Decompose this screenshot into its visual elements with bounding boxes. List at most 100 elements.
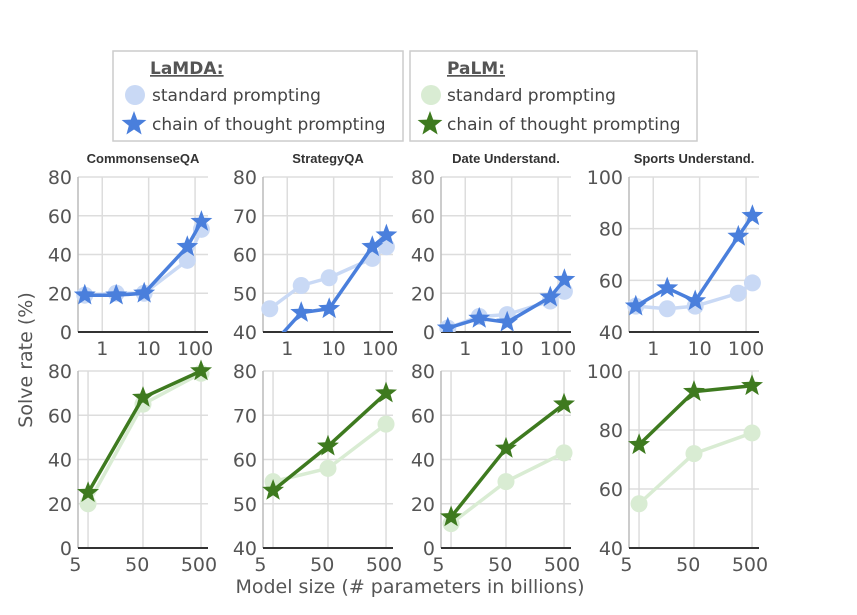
- data-point-standard: [685, 445, 703, 463]
- legend-label-standard: standard prompting: [152, 86, 321, 106]
- x-tick-label: 5: [432, 554, 444, 576]
- y-tick-label: 40: [411, 245, 435, 267]
- data-point-cot: [495, 436, 517, 458]
- y-tick-label: 0: [60, 322, 72, 344]
- y-tick-label: 60: [233, 245, 257, 267]
- data-point-cot: [290, 301, 313, 322]
- x-tick-label: 50: [488, 554, 512, 576]
- panel-5: 0 20 40 60 80 5 50 500: [48, 359, 217, 576]
- y-tick-label: 60: [599, 479, 623, 501]
- legend-lamda: LaMDA: standard prompting chain of thoug…: [112, 50, 404, 142]
- y-tick-label: 40: [233, 538, 257, 560]
- data-point-cot: [553, 268, 576, 289]
- data-point-cot: [77, 481, 99, 502]
- data-point-cot: [262, 479, 284, 500]
- legend-label-standard: standard prompting: [447, 86, 616, 106]
- y-axis-label: Solve rate (%): [15, 292, 37, 427]
- x-tick-label: 50: [125, 554, 149, 576]
- legend-marker-standard: [421, 85, 441, 105]
- panel-title: Date Understand.: [452, 151, 560, 166]
- data-point-cot: [539, 285, 562, 307]
- data-point-standard: [497, 473, 515, 491]
- data-point-cot: [437, 316, 459, 332]
- series-group: [625, 204, 764, 318]
- panel-4: 40 60 80 100 1 10 100 Sports Understand.: [587, 151, 764, 360]
- x-axis-label: Model size (# parameters in billions): [235, 576, 584, 598]
- y-tick-label: 60: [411, 206, 435, 228]
- y-tick-label: 80: [599, 219, 623, 241]
- x-tick-label: 1: [281, 338, 293, 360]
- series-group: [440, 392, 575, 533]
- data-point-cot: [259, 336, 281, 357]
- y-tick-label: 50: [233, 494, 257, 516]
- y-tick-label: 60: [48, 206, 72, 228]
- y-tick-label: 60: [411, 405, 435, 427]
- data-point-cot: [190, 359, 212, 381]
- legend-title: PaLM:: [447, 59, 505, 79]
- panel-2: 40 50 60 70 80 1 10 100 StrategyQA: [233, 151, 398, 360]
- data-point-cot: [496, 310, 519, 332]
- x-tick-label: 1: [96, 338, 108, 360]
- data-point-cot: [74, 283, 96, 305]
- x-tick-label: 500: [366, 554, 402, 576]
- y-tick-label: 0: [423, 538, 435, 560]
- data-point-cot: [176, 235, 199, 257]
- data-point-standard: [178, 251, 196, 269]
- x-tick-label: 10: [500, 338, 524, 360]
- legend-box: [112, 50, 404, 142]
- data-point-standard: [292, 277, 310, 294]
- panel-7: 0 20 40 60 80 5 50 500: [411, 361, 580, 576]
- data-point-standard: [79, 495, 97, 513]
- data-point-cot: [741, 374, 763, 396]
- legend-palm: PaLM: standard prompting chain of though…: [409, 50, 698, 142]
- data-point-cot: [741, 204, 764, 226]
- data-point-cot: [684, 289, 707, 311]
- data-point-cot: [105, 283, 128, 305]
- data-point-cot: [190, 210, 213, 231]
- series-line-standard: [637, 431, 753, 506]
- y-tick-label: 70: [233, 206, 257, 228]
- legend-label-cot: chain of thought prompting: [152, 115, 386, 135]
- x-tick-label: 5: [254, 554, 266, 576]
- y-tick-label: 40: [599, 322, 623, 344]
- data-point-cot: [440, 505, 462, 527]
- data-point-cot: [375, 223, 398, 245]
- x-tick-label: 100: [728, 338, 764, 360]
- legend-marker-cot: [417, 111, 443, 135]
- x-tick-label: 1: [459, 338, 471, 360]
- data-point-cot: [727, 224, 750, 246]
- data-point-standard: [729, 284, 747, 302]
- x-tick-label: 5: [69, 554, 81, 576]
- panel-1: 0 20 40 60 80 1 10 100 CommonsenseQA: [48, 151, 213, 360]
- y-tick-label: 40: [599, 538, 623, 560]
- data-point-cot: [317, 434, 339, 456]
- series-group: [259, 223, 398, 357]
- x-tick-label: 100: [540, 338, 576, 360]
- data-point-standard: [319, 459, 337, 477]
- panel-8: 40 60 80 100 5 50 500: [587, 361, 768, 576]
- legend-box: [409, 50, 698, 142]
- y-tick-label: 80: [411, 167, 435, 189]
- series-group: [77, 359, 212, 513]
- series-group: [74, 210, 213, 305]
- x-tick-label: 500: [544, 554, 580, 576]
- data-point-standard: [320, 269, 338, 287]
- data-point-cot: [553, 392, 575, 414]
- data-point-standard: [743, 424, 761, 442]
- series-group: [628, 374, 763, 513]
- y-tick-label: 40: [233, 322, 257, 344]
- data-point-standard: [377, 415, 395, 433]
- data-point-cot: [375, 381, 397, 403]
- y-tick-label: 20: [48, 494, 72, 516]
- data-point-standard: [261, 300, 279, 318]
- y-tick-label: 80: [48, 361, 72, 383]
- x-tick-label: 10: [322, 338, 346, 360]
- y-tick-label: 80: [48, 167, 72, 189]
- x-tick-label: 500: [181, 554, 217, 576]
- x-tick-label: 10: [688, 338, 712, 360]
- series-group: [262, 381, 397, 500]
- data-point-cot: [468, 306, 491, 328]
- y-tick-label: 60: [599, 270, 623, 292]
